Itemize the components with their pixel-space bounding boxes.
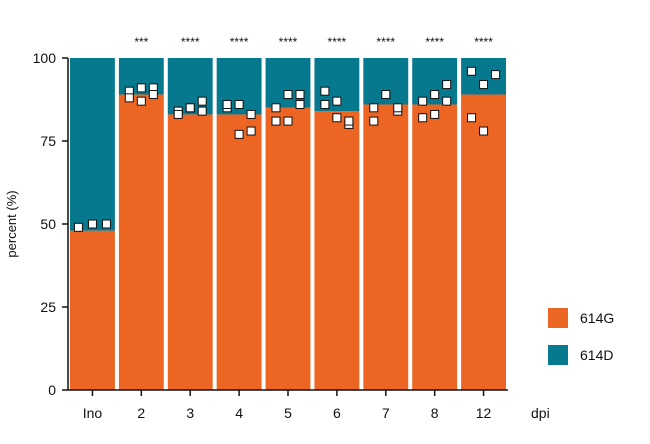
data-point <box>148 90 158 100</box>
x-tick-label: 2 <box>137 405 145 421</box>
data-point <box>197 96 207 106</box>
data-point <box>246 126 256 136</box>
legend: 614G 614D <box>548 308 614 365</box>
x-tick-label: 12 <box>476 405 492 421</box>
data-point <box>73 222 83 232</box>
x-tick-label: 4 <box>235 405 243 421</box>
data-point <box>136 83 146 93</box>
data-point <box>467 66 477 76</box>
x-axis-label: dpi <box>531 405 550 421</box>
x-ticks: Ino 2 3 4 5 6 7 8 12 <box>83 390 492 421</box>
data-point <box>393 103 403 113</box>
data-point <box>87 219 97 229</box>
bar-614G-2 <box>118 94 164 391</box>
significance-label: **** <box>230 35 249 49</box>
legend-label-614G: 614G <box>580 310 614 326</box>
x-tick-label: 7 <box>382 405 390 421</box>
data-point <box>222 99 232 109</box>
significance-label: **** <box>376 35 395 49</box>
data-point <box>283 116 293 126</box>
y-tick-label: 0 <box>48 382 56 398</box>
bar-614G-4 <box>216 114 262 390</box>
data-point <box>344 116 354 126</box>
data-point <box>491 70 501 80</box>
data-point <box>246 109 256 119</box>
bars-layer <box>70 58 506 391</box>
data-point <box>320 99 330 109</box>
legend-swatch-614G <box>548 308 568 328</box>
bar-614G-Ino <box>70 230 115 390</box>
bar-614D-Ino <box>70 58 115 231</box>
data-point <box>479 126 489 136</box>
x-tick-label: 8 <box>431 405 439 421</box>
y-axis-label: percent (%) <box>4 190 19 257</box>
significance-label: *** <box>134 35 148 49</box>
data-point <box>381 90 391 100</box>
bar-614G-12 <box>461 94 506 391</box>
data-point <box>418 113 428 123</box>
bar-614D-5 <box>265 58 311 108</box>
data-point <box>369 116 379 126</box>
data-point <box>271 103 281 113</box>
data-point <box>234 99 244 109</box>
data-point <box>442 96 452 106</box>
data-point <box>332 113 342 123</box>
data-point <box>418 96 428 106</box>
data-point <box>332 96 342 106</box>
bar-614G-7 <box>363 104 409 390</box>
data-point <box>369 103 379 113</box>
data-point <box>173 109 183 119</box>
bar-614G-8 <box>412 104 458 390</box>
significance-labels: *** **** **** **** **** **** **** **** <box>134 35 493 49</box>
points-layer <box>73 66 501 232</box>
y-tick-label: 50 <box>40 216 56 232</box>
significance-label: **** <box>279 35 298 49</box>
x-tick-label: 3 <box>186 405 194 421</box>
significance-label: **** <box>425 35 444 49</box>
x-tick-label: Ino <box>83 405 103 421</box>
data-point <box>101 219 111 229</box>
x-tick-label: 6 <box>333 405 341 421</box>
data-point <box>295 99 305 109</box>
data-point <box>467 113 477 123</box>
y-tick-label: 75 <box>40 133 56 149</box>
y-tick-label: 100 <box>33 50 57 66</box>
bar-614G-5 <box>265 107 311 391</box>
y-ticks: 0 25 50 75 100 <box>33 50 68 398</box>
data-point <box>283 90 293 100</box>
data-point <box>197 106 207 116</box>
data-point <box>430 109 440 119</box>
legend-swatch-614D <box>548 345 568 365</box>
x-tick-label: 5 <box>284 405 292 421</box>
data-point <box>234 129 244 139</box>
data-point <box>430 90 440 100</box>
data-point <box>271 116 281 126</box>
significance-label: **** <box>328 35 347 49</box>
data-point <box>479 80 489 90</box>
data-point <box>320 86 330 96</box>
bar-614G-3 <box>167 114 213 390</box>
legend-label-614D: 614D <box>580 347 613 363</box>
significance-label: **** <box>474 35 493 49</box>
data-point <box>295 90 305 100</box>
significance-label: **** <box>181 35 200 49</box>
y-tick-label: 25 <box>40 299 56 315</box>
bar-614G-6 <box>314 111 360 391</box>
data-point <box>124 93 134 103</box>
data-point <box>136 96 146 106</box>
data-point <box>442 80 452 90</box>
data-point <box>185 103 195 113</box>
